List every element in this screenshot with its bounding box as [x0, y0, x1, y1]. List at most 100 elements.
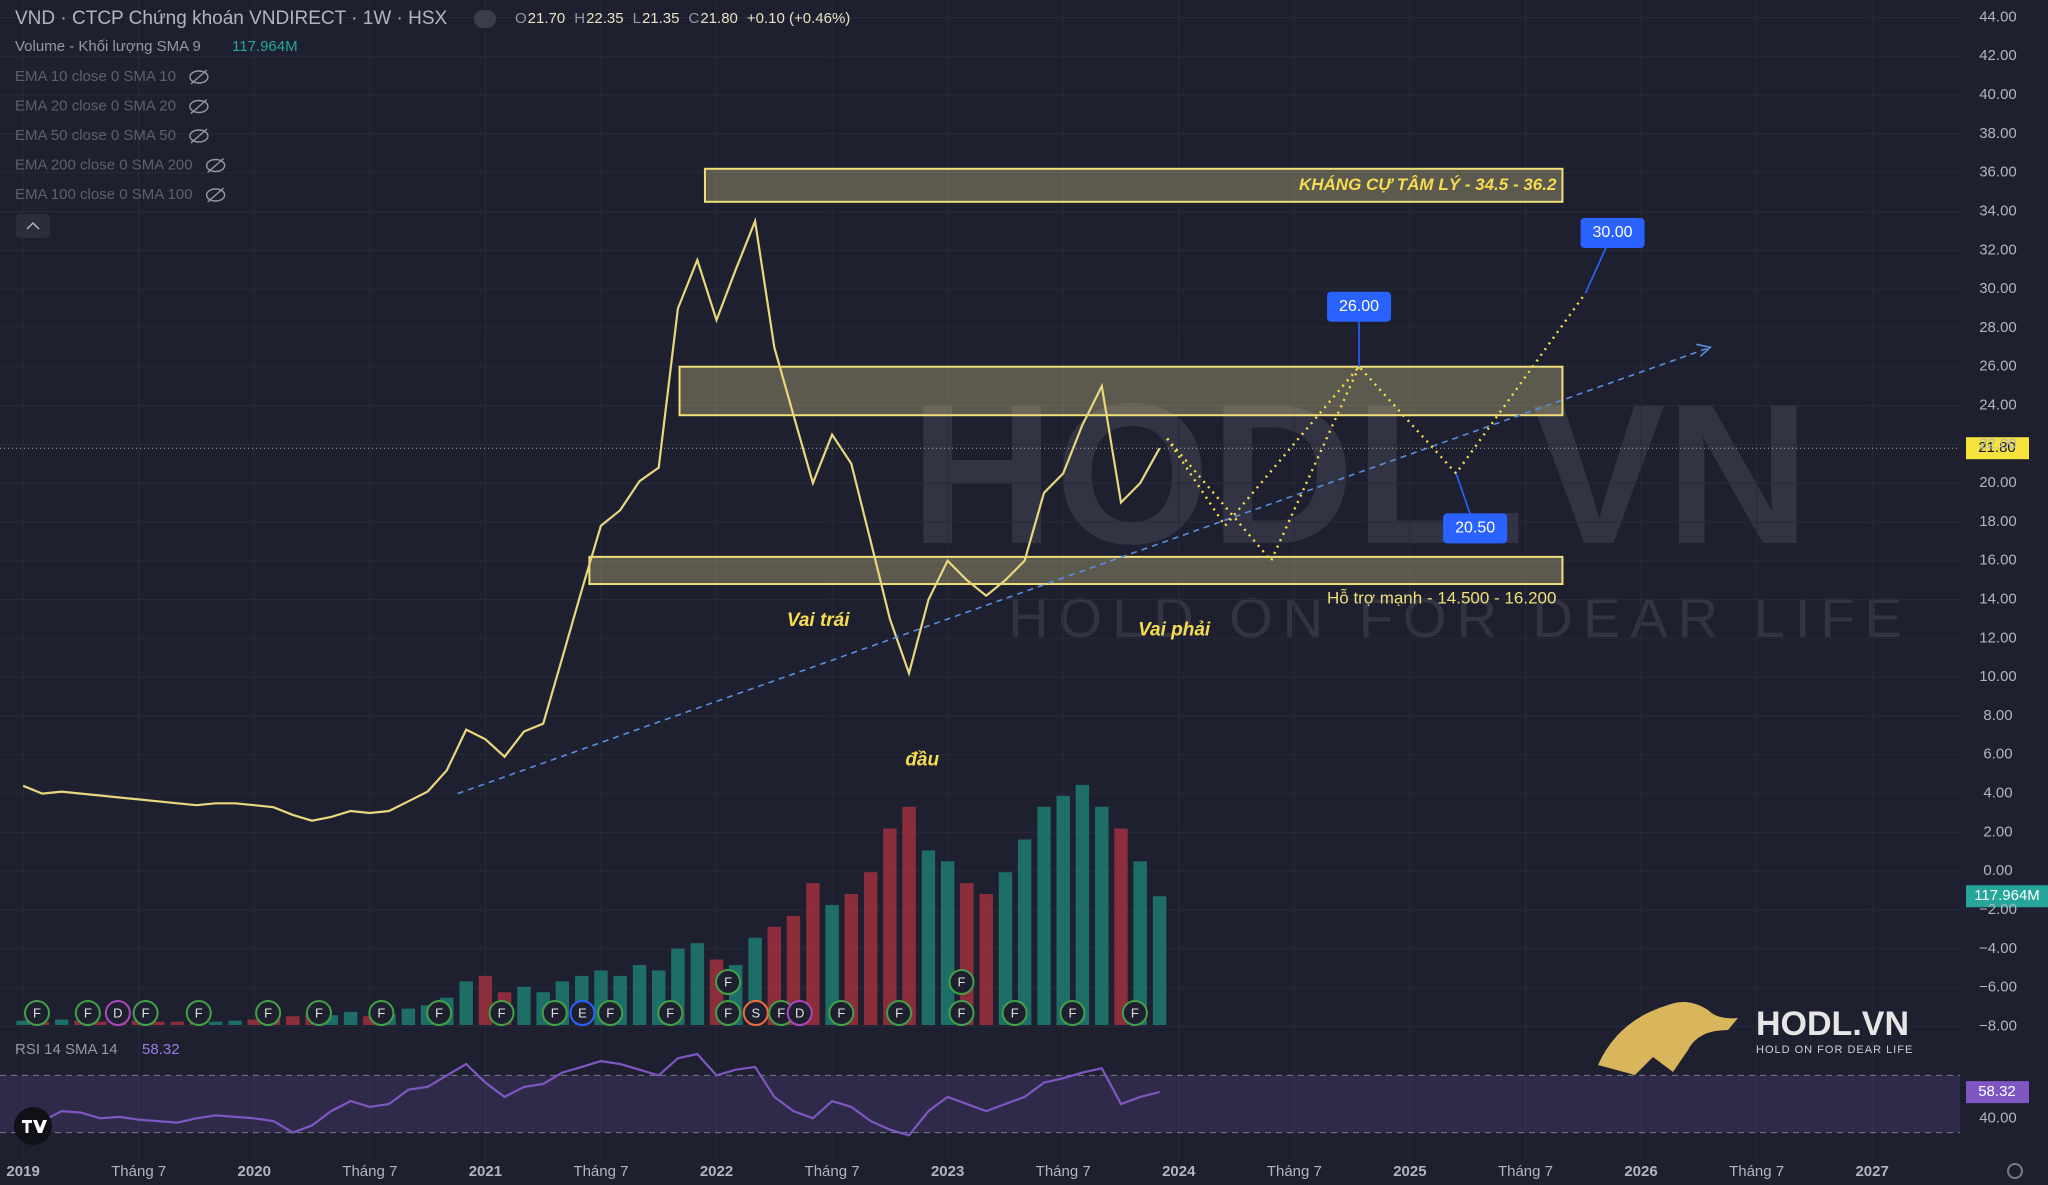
rsi-value: 58.32	[142, 1041, 180, 1058]
visibility-icon[interactable]	[205, 188, 226, 202]
event-marker[interactable]	[488, 1000, 515, 1026]
y-tick-label: 44.00	[1979, 8, 2017, 25]
rsi-title: RSI 14 SMA 14	[15, 1041, 118, 1058]
event-marker[interactable]	[948, 969, 975, 995]
event-marker[interactable]	[828, 1000, 855, 1026]
event-label: F	[837, 1005, 845, 1020]
x-tick-label: 2025	[1393, 1163, 1426, 1180]
target-label: 30.00	[1593, 224, 1633, 241]
target-box	[1580, 217, 1645, 248]
trendline-arrow	[1696, 343, 1713, 357]
volume-bar	[825, 904, 839, 1025]
volume-bar	[228, 1020, 242, 1025]
event-marker[interactable]	[715, 1000, 742, 1026]
event-marker[interactable]	[1059, 1000, 1086, 1026]
logo-sub: HOLD ON FOR DEAR LIFE	[1756, 1044, 1913, 1056]
volume-bar	[1114, 828, 1128, 1025]
event-label: E	[578, 1005, 587, 1020]
volume-bar	[806, 883, 820, 1025]
indicator: EMA 100 close 0 SMA 100	[15, 186, 193, 203]
target-label: 20.50	[1455, 520, 1495, 537]
event-marker[interactable]	[886, 1000, 913, 1026]
event-marker[interactable]	[948, 1000, 975, 1026]
toggle[interactable]	[474, 10, 496, 28]
event-marker[interactable]	[1001, 1000, 1028, 1026]
y-tick-label: 26.00	[1979, 358, 2017, 375]
ohlc-key: O	[515, 10, 527, 27]
rsi-tag	[1966, 1081, 2029, 1104]
event-marker[interactable]	[185, 1000, 212, 1026]
event-marker[interactable]	[541, 1000, 568, 1026]
volume-bar	[54, 1019, 69, 1025]
last-price-label: 21.80	[1978, 439, 2016, 456]
x-tick-label: Tháng 7	[1729, 1163, 1784, 1180]
event-marker[interactable]	[742, 1000, 769, 1026]
visibility-icon[interactable]	[205, 158, 226, 173]
y-tick-label: 12.00	[1979, 629, 2017, 646]
y-tick-label: 38.00	[1979, 125, 2017, 142]
volume-bar	[170, 1021, 184, 1025]
y-tick-label: 42.00	[1979, 47, 2017, 64]
grid	[0, 0, 1960, 1160]
event-label: D	[113, 1005, 122, 1020]
watermark-group: HODL.VN HOLD ON FOR DEAR LIFE	[910, 363, 1902, 649]
projection	[1166, 366, 1361, 563]
visibility-slash	[190, 69, 208, 85]
rsi-line	[22, 1052, 1160, 1137]
y-tick-label: 24.00	[1979, 396, 2017, 413]
x-tick-label: 2027	[1855, 1163, 1888, 1180]
y-tick-label: −2.00	[1979, 901, 2017, 918]
volume-bar	[93, 1021, 107, 1025]
x-tick-label: 2024	[1162, 1163, 1196, 1180]
visibility-icon[interactable]	[189, 99, 209, 114]
zone	[588, 555, 1564, 586]
annotation: Vai phải	[1138, 620, 1211, 641]
event-marker[interactable]	[23, 1000, 50, 1026]
y-tick-label: 36.00	[1979, 164, 2017, 181]
symbol-title: VND · CTCP Chứng khoán VNDIRECT · 1W · H…	[15, 8, 448, 29]
volume-bar	[208, 1021, 223, 1025]
settings-icon[interactable]	[2007, 1163, 2023, 1179]
x-tick-label: 2020	[238, 1163, 271, 1180]
event-marker[interactable]	[786, 1000, 813, 1026]
volume-bar	[401, 1008, 416, 1025]
zone	[678, 365, 1564, 417]
event-marker[interactable]	[569, 1000, 596, 1026]
event-marker[interactable]	[597, 1000, 624, 1026]
ohlc-value: 21.80	[700, 10, 738, 27]
event-label: F	[84, 1005, 92, 1020]
event-marker[interactable]	[132, 1000, 159, 1026]
ohlc-value: 21.35	[642, 10, 680, 27]
event-marker[interactable]	[657, 1000, 684, 1026]
volume-bar	[1152, 896, 1167, 1025]
y-tick-label: 10.00	[1979, 668, 2017, 685]
event-marker[interactable]	[305, 1000, 332, 1026]
event-label: F	[777, 1005, 785, 1020]
visibility-slash	[190, 98, 208, 115]
header: VND · CTCP Chứng khoán VNDIRECT · 1W · H…	[6, 8, 2023, 1180]
event-marker[interactable]	[1121, 1000, 1148, 1026]
collapse-button[interactable]	[16, 214, 50, 238]
rsi-tag-label: 58.32	[1978, 1083, 2016, 1100]
volume-bar	[863, 872, 878, 1025]
tv-logo[interactable]	[14, 1107, 52, 1145]
event-marker[interactable]	[74, 1000, 101, 1026]
volume-bar	[690, 943, 705, 1025]
event-label: F	[142, 1005, 150, 1020]
event-label: F	[498, 1005, 506, 1020]
annotation: Vai trái	[787, 610, 850, 631]
x-tick-label: 2026	[1624, 1163, 1657, 1180]
visibility-icon[interactable]	[189, 129, 209, 143]
event-marker[interactable]	[715, 969, 742, 995]
logo-text: HODL.VN	[1756, 1005, 1909, 1043]
event-marker[interactable]	[426, 1000, 453, 1026]
event-marker[interactable]	[104, 1000, 131, 1026]
volume-bar	[921, 850, 936, 1025]
x-tick-label: Tháng 7	[111, 1163, 166, 1180]
ohlc-value: 21.70	[528, 10, 566, 27]
event-marker[interactable]	[255, 1000, 282, 1026]
visibility-icon[interactable]	[189, 70, 209, 84]
y-tick-label: 16.00	[1979, 552, 2017, 569]
event-marker[interactable]	[368, 1000, 395, 1026]
